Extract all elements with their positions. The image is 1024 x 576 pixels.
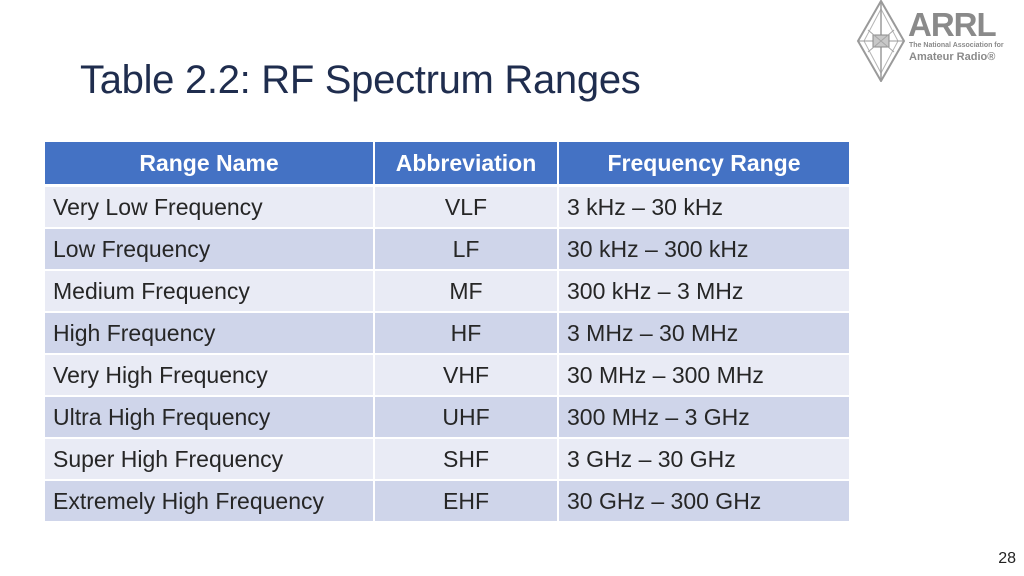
frequency-range-cell: 3 GHz – 30 GHz <box>558 438 849 481</box>
frequency-range-cell: 3 MHz – 30 MHz <box>558 312 849 355</box>
abbreviation-cell: HF <box>374 312 559 355</box>
abbreviation-cell: UHF <box>374 396 559 439</box>
range-name-cell: Super High Frequency <box>45 438 375 481</box>
frequency-range-cell: 30 GHz – 300 GHz <box>558 480 849 523</box>
table-row: Low Frequency LF 30 kHz – 300 kHz <box>45 228 849 271</box>
range-name-cell: Medium Frequency <box>45 270 375 313</box>
abbreviation-cell: VLF <box>374 185 559 229</box>
frequency-range-cell: 30 MHz – 300 MHz <box>558 354 849 397</box>
table-row: Super High Frequency SHF 3 GHz – 30 GHz <box>45 438 849 481</box>
range-name-cell: Very High Frequency <box>45 354 375 397</box>
frequency-range-cell: 300 MHz – 3 GHz <box>558 396 849 439</box>
table-row: Very Low Frequency VLF 3 kHz – 30 kHz <box>45 185 849 229</box>
rf-spectrum-table: Range Name Abbreviation Frequency Range … <box>45 142 849 523</box>
arrl-logo: ARRL The National Association for Amateu… <box>856 0 1024 82</box>
diamond-antenna-icon <box>856 0 906 82</box>
table-row: Medium Frequency MF 300 kHz – 3 MHz <box>45 270 849 313</box>
abbreviation-cell: LF <box>374 228 559 271</box>
frequency-range-cell: 3 kHz – 30 kHz <box>558 185 849 229</box>
range-name-cell: Low Frequency <box>45 228 375 271</box>
table-row: Very High Frequency VHF 30 MHz – 300 MHz <box>45 354 849 397</box>
table-row: Ultra High Frequency UHF 300 MHz – 3 GHz <box>45 396 849 439</box>
abbreviation-cell: SHF <box>374 438 559 481</box>
frequency-range-cell: 300 kHz – 3 MHz <box>558 270 849 313</box>
table-row: High Frequency HF 3 MHz – 30 MHz <box>45 312 849 355</box>
logo-tagline: The National Association for <box>909 42 1004 49</box>
slide-title: Table 2.2: RF Spectrum Ranges <box>80 58 641 102</box>
header-range-name: Range Name <box>45 142 375 187</box>
table-row: Extremely High Frequency EHF 30 GHz – 30… <box>45 480 849 523</box>
abbreviation-cell: MF <box>374 270 559 313</box>
frequency-range-cell: 30 kHz – 300 kHz <box>558 228 849 271</box>
range-name-cell: Extremely High Frequency <box>45 480 375 523</box>
logo-tagline-name: Amateur Radio® <box>909 51 996 63</box>
header-abbreviation: Abbreviation <box>374 142 559 187</box>
range-name-cell: Very Low Frequency <box>45 185 375 229</box>
header-frequency-range: Frequency Range <box>558 142 849 187</box>
range-name-cell: High Frequency <box>45 312 375 355</box>
abbreviation-cell: EHF <box>374 480 559 523</box>
logo-brand: ARRL <box>908 6 997 43</box>
page-number: 28 <box>998 550 1016 567</box>
range-name-cell: Ultra High Frequency <box>45 396 375 439</box>
table-header-row: Range Name Abbreviation Frequency Range <box>45 142 849 187</box>
abbreviation-cell: VHF <box>374 354 559 397</box>
